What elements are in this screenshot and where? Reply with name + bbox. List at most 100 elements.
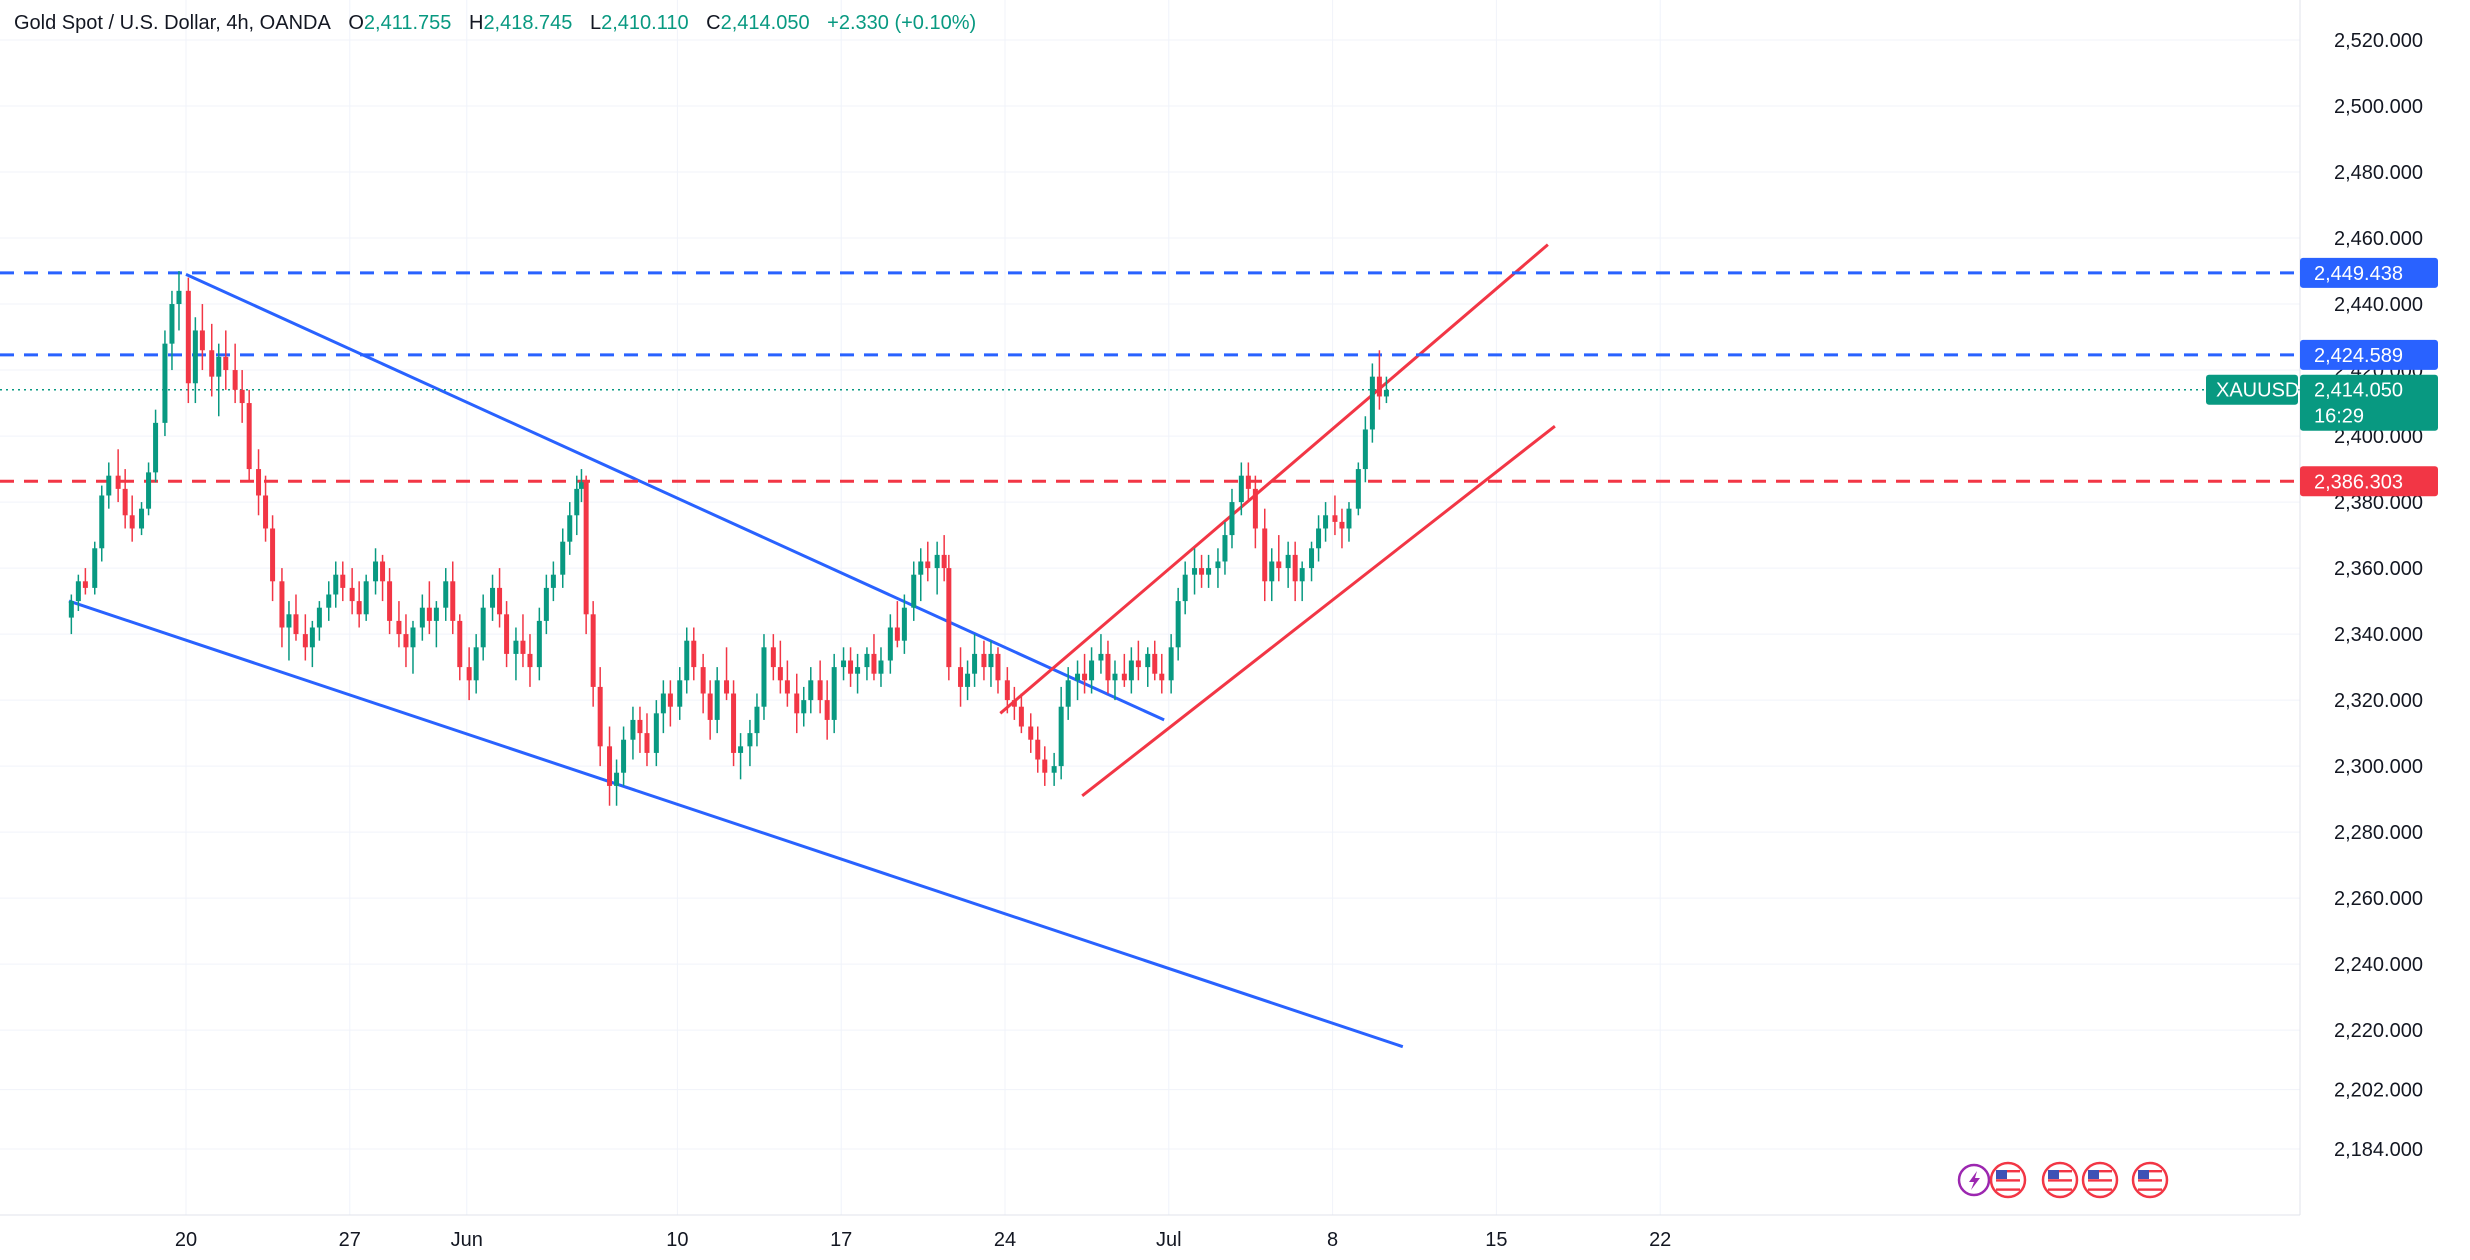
candle-body (1206, 568, 1212, 575)
candle-body (419, 607, 425, 628)
open-value: 2,411.755 (363, 12, 452, 34)
candle-body (567, 515, 573, 542)
candle-body (68, 601, 74, 618)
blue-trend-line[interactable] (185, 272, 1165, 722)
price-tick-label: 2,440.000 (2334, 294, 2423, 316)
price-tick-label: 2,300.000 (2334, 756, 2423, 778)
candle (941, 535, 947, 582)
candle-body (1269, 561, 1275, 582)
candle-body (1168, 647, 1174, 681)
time-tick-label: 10 (666, 1229, 688, 1251)
candle (831, 653, 837, 734)
candle (1316, 515, 1322, 562)
candle (1159, 653, 1165, 694)
red-trend-line[interactable] (999, 243, 1549, 715)
candle (139, 502, 145, 536)
candle (550, 561, 556, 602)
economic-events[interactable] (1957, 1161, 2169, 1199)
candle (911, 561, 917, 621)
candle (918, 548, 924, 602)
candle (380, 554, 386, 602)
candle-body (349, 587, 355, 602)
candle (216, 343, 222, 417)
candle-body (543, 587, 549, 621)
candle-body (153, 422, 159, 473)
candle (1285, 541, 1291, 588)
current-price-text: 2,414.050 (2314, 380, 2403, 402)
candle (1018, 693, 1024, 734)
candle-body (817, 680, 823, 701)
us-flag-icon[interactable] (2131, 1161, 2169, 1199)
candle-body (1339, 521, 1345, 529)
price-tick-label: 2,500.000 (2334, 96, 2423, 118)
candle-body (356, 601, 362, 615)
candle-body (1058, 706, 1064, 767)
candle-body (1316, 528, 1322, 549)
us-flag-icon[interactable] (2041, 1161, 2079, 1199)
price-tick-label: 2,480.000 (2334, 162, 2423, 184)
candle-body (216, 356, 222, 377)
candle (1082, 653, 1088, 694)
candle (1229, 488, 1235, 549)
candle-body (1004, 680, 1010, 701)
price-tick-label: 2,220.000 (2334, 1020, 2423, 1042)
candle (981, 640, 987, 681)
time-axis[interactable]: 20 27 Jun 10 17 24 Jul 8 15 22 (175, 1229, 1671, 1251)
lightning-flag-icon[interactable] (1957, 1163, 1991, 1197)
blue-trend-line[interactable] (68, 599, 1404, 1049)
candle (410, 620, 416, 674)
candle (270, 515, 276, 602)
candle-body (450, 581, 456, 621)
candle-body (1018, 706, 1024, 727)
candle-body (691, 640, 697, 668)
candle (1112, 660, 1118, 701)
candle (965, 660, 971, 701)
candle (1215, 548, 1221, 588)
candle (578, 469, 584, 503)
candle (590, 601, 596, 707)
candle-body (684, 640, 690, 681)
candle (707, 680, 713, 740)
candle-body (129, 515, 135, 529)
time-tick-label: 17 (830, 1229, 852, 1251)
candle (1135, 640, 1141, 681)
candle (1098, 634, 1104, 674)
red-trend-line[interactable] (1081, 424, 1556, 798)
us-flag-icon[interactable] (1989, 1161, 2027, 1199)
candle-body (169, 304, 175, 344)
price-axis[interactable]: 2,520.000 2,500.000 2,480.000 2,460.000 2,44… (2334, 30, 2423, 1161)
candle (691, 627, 697, 681)
candle-body (326, 594, 332, 608)
candle-body (1362, 429, 1368, 470)
candle (637, 706, 643, 753)
candle (1089, 647, 1095, 694)
candle-body (855, 667, 861, 674)
candle-body (176, 290, 182, 305)
candle-body (480, 607, 486, 648)
candle-body (747, 733, 753, 747)
candle (92, 541, 98, 595)
candle-body (1376, 376, 1382, 397)
candle-body (965, 673, 971, 687)
level-price-text: 2,424.589 (2314, 345, 2403, 367)
candle-body (925, 561, 931, 569)
candle-body (614, 772, 620, 786)
candle-body (1215, 561, 1221, 569)
candle (644, 713, 650, 767)
candle-body (1051, 766, 1057, 773)
candle-body (1192, 568, 1198, 575)
us-flag-icon[interactable] (2081, 1161, 2119, 1199)
candle-body (443, 581, 449, 608)
candle (1276, 535, 1282, 582)
symbol-description[interactable]: Gold Spot / U.S. Dollar, 4h, OANDA (14, 12, 331, 34)
candle (185, 277, 191, 404)
candle (1262, 508, 1268, 602)
candle (1346, 502, 1352, 542)
candle (82, 568, 88, 595)
candle (1383, 376, 1389, 404)
candle (176, 271, 182, 331)
candle (199, 304, 205, 371)
candle (473, 634, 479, 694)
trend-lines[interactable] (68, 243, 1556, 1049)
